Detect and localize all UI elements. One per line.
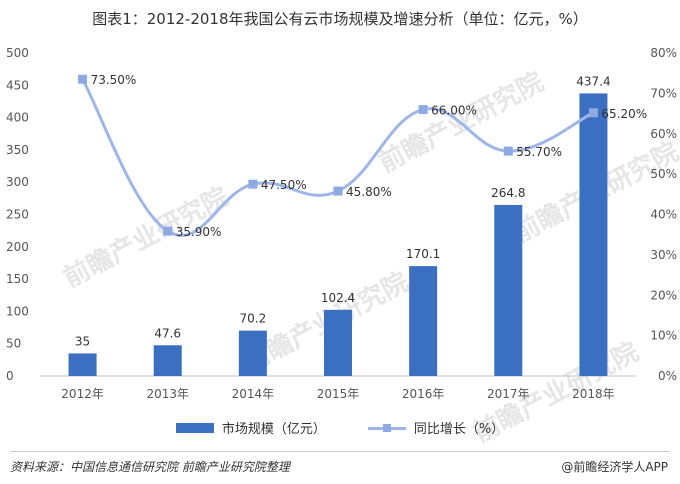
bar-value-label: 35 xyxy=(75,334,90,348)
source-note: 资料来源：中国信息通信研究院 前瞻产业研究院整理 xyxy=(10,460,290,474)
brand-credit: @前瞻经济学人APP xyxy=(561,460,668,474)
legend-item-growth[interactable]: 同比增长（%） xyxy=(367,418,505,437)
bar-value-label: 47.6 xyxy=(154,326,181,340)
line-point xyxy=(503,146,513,156)
x-tick-label: 2017年 xyxy=(487,387,530,401)
x-tick-label: 2014年 xyxy=(232,387,275,401)
bar-value-label: 70.2 xyxy=(239,312,266,326)
y-left-tick-label: 50 xyxy=(6,337,21,351)
bar xyxy=(409,266,438,376)
y-left-tick-label: 500 xyxy=(6,46,29,60)
y-right-tick-label: 10% xyxy=(650,329,677,343)
line-value-label: 35.90% xyxy=(176,225,222,239)
y-left-tick-label: 250 xyxy=(6,208,29,222)
line-value-label: 73.50% xyxy=(91,73,137,87)
y-left-tick-label: 350 xyxy=(6,143,29,157)
footer-divider xyxy=(10,451,670,452)
y-left-tick-label: 200 xyxy=(6,240,29,254)
y-right-tick-label: 70% xyxy=(650,86,677,100)
bar-value-label: 102.4 xyxy=(321,291,355,305)
bar xyxy=(324,309,352,376)
bar-value-label: 264.8 xyxy=(491,186,525,200)
legend-line-swatch xyxy=(367,423,406,433)
chart-title: 图表1：2012-2018年我国公有云市场规模及增速分析（单位：亿元，%） xyxy=(92,10,588,28)
y-right-tick-label: 20% xyxy=(650,288,677,302)
y-right-tick-label: 80% xyxy=(650,46,677,60)
line-point xyxy=(248,179,258,189)
bar xyxy=(238,330,267,376)
x-tick-label: 2013年 xyxy=(146,387,189,401)
chart-legend: 市场规模（亿元） 同比增长（%） xyxy=(0,418,680,437)
y-left-tick-label: 450 xyxy=(6,78,29,92)
y-right-tick-label: 40% xyxy=(650,208,677,222)
legend-label-growth: 同比增长（%） xyxy=(413,422,505,437)
y-right-tick-label: 50% xyxy=(650,167,677,181)
bar xyxy=(153,345,182,376)
bar xyxy=(494,204,523,376)
y-left-tick-label: 150 xyxy=(6,272,29,286)
y-left-tick-label: 400 xyxy=(6,111,29,125)
line-point xyxy=(78,74,88,84)
x-tick-label: 2012年 xyxy=(61,387,104,401)
bar-value-label: 437.4 xyxy=(576,74,610,88)
line-point xyxy=(588,108,598,118)
legend-bar-swatch xyxy=(175,422,214,433)
y-right-tick-label: 0% xyxy=(658,369,677,383)
bar xyxy=(68,353,97,376)
line-value-label: 65.20% xyxy=(601,107,647,121)
y-left-tick-label: 100 xyxy=(6,304,29,318)
x-tick-label: 2016年 xyxy=(402,387,445,401)
line-value-label: 45.80% xyxy=(346,185,392,199)
line-point xyxy=(163,226,173,236)
line-value-label: 47.50% xyxy=(261,178,307,192)
legend-label-market-size: 市场规模（亿元） xyxy=(221,422,326,437)
y-left-tick-label: 300 xyxy=(6,175,29,189)
y-left-tick-label: 0 xyxy=(6,369,14,383)
growth-line xyxy=(81,78,595,237)
line-value-label: 66.00% xyxy=(431,104,477,118)
bar xyxy=(579,93,608,376)
x-tick-label: 2015年 xyxy=(317,387,360,401)
line-value-label: 55.70% xyxy=(516,145,562,159)
x-tick-label: 2018年 xyxy=(572,387,615,401)
bar-value-label: 170.1 xyxy=(406,247,440,261)
y-right-tick-label: 60% xyxy=(650,127,677,141)
legend-item-market-size[interactable]: 市场规模（亿元） xyxy=(175,418,326,437)
y-right-tick-label: 30% xyxy=(650,248,677,262)
line-point xyxy=(333,186,343,196)
line-point xyxy=(418,105,428,115)
